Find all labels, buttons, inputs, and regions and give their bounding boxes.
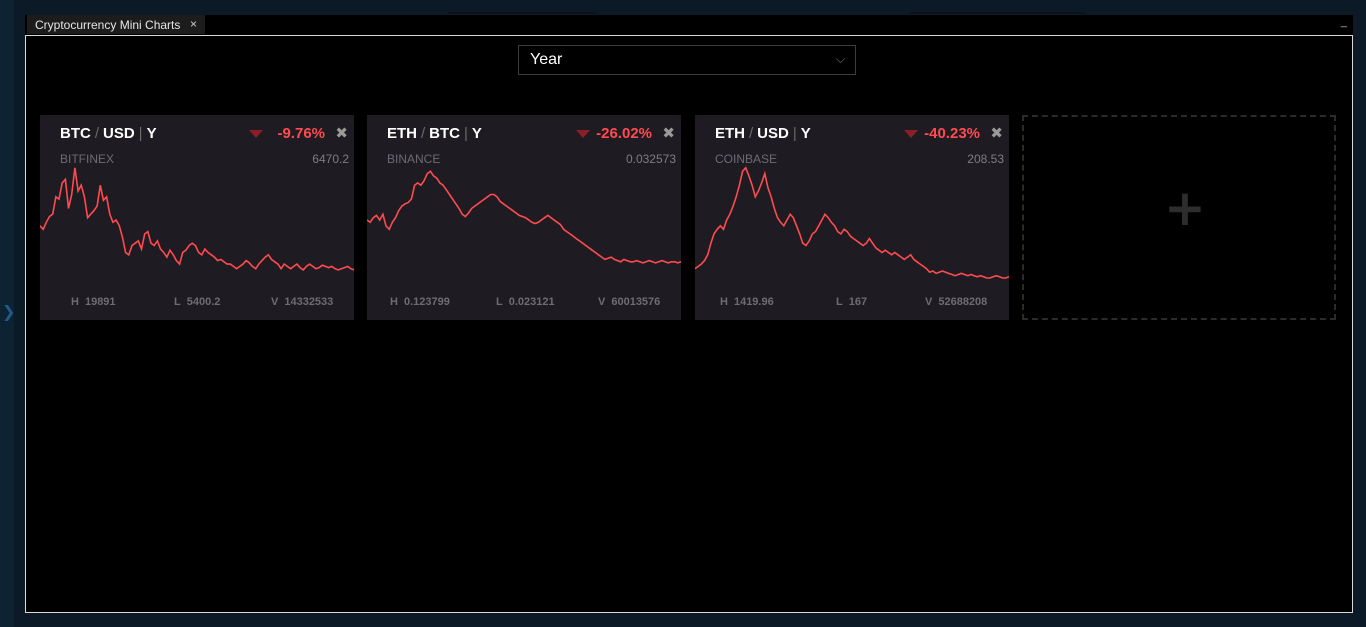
sparkline-path (40, 167, 354, 271)
minimize-icon[interactable]: _ (1340, 16, 1347, 28)
widget-tabbar: Cryptocurrency Mini Charts × _ (25, 15, 1353, 34)
mini-charts-widget: Cryptocurrency Mini Charts × _ Year ⌵ BT… (25, 15, 1353, 613)
sparkline (367, 170, 681, 264)
period-label: Y (471, 125, 482, 142)
down-arrow-icon (576, 130, 590, 138)
base-symbol: ETH (387, 125, 417, 142)
stat-low: L 5400.2 (174, 296, 221, 308)
period-separator: | (138, 125, 143, 142)
pair-separator: / (94, 125, 99, 142)
close-icon[interactable]: ✖ (335, 124, 348, 142)
pair-label: BTC / USD | Y (60, 125, 157, 142)
close-tab-icon[interactable]: × (189, 17, 197, 31)
last-price: 208.53 (967, 152, 1004, 166)
pair-separator: / (421, 125, 426, 142)
stat-high: H 1419.96 (720, 296, 774, 308)
mini-chart-card[interactable]: BTC / USD | Y -9.76% ✖ BITFINEX 6470.2 H 1989… (40, 115, 354, 320)
period-select-value: Year (530, 51, 563, 68)
pair-label: ETH / BTC | Y (387, 125, 482, 142)
quote-symbol: USD (757, 125, 789, 142)
sparkline-path (367, 170, 681, 264)
ghost-tab (910, 12, 1086, 14)
stat-volume: V 14332533 (271, 296, 334, 308)
change-percent: -26.02% (596, 125, 652, 142)
close-icon[interactable]: ✖ (990, 124, 1003, 142)
base-symbol: ETH (715, 125, 745, 142)
top-strip (14, 0, 1366, 14)
ghost-tab (448, 12, 596, 14)
stat-volume: V 52688208 (925, 296, 988, 308)
exchange-name: BITFINEX (60, 152, 115, 166)
exchange-name: COINBASE (715, 152, 778, 166)
sparkline (40, 167, 354, 271)
pair-label: ETH / USD | Y (715, 125, 811, 142)
change-percent: -9.76% (277, 125, 325, 142)
left-sidebar-edge: ❯ (0, 0, 16, 627)
period-label: Y (800, 125, 811, 142)
add-chart-button[interactable]: + (1022, 115, 1336, 320)
period-label: Y (146, 125, 157, 142)
period-separator: | (792, 125, 797, 142)
widget-content: Year ⌵ BTC / USD | Y -9.76% ✖ BITFINEX 6470.… (25, 35, 1353, 613)
stat-volume: V 60013576 (598, 296, 661, 308)
sparkline-path (695, 166, 1009, 279)
period-select[interactable]: Year ⌵ (518, 45, 856, 75)
last-price: 0.032573 (625, 152, 676, 166)
period-separator: | (464, 125, 468, 142)
quote-symbol: USD (103, 125, 135, 142)
base-symbol: BTC (60, 125, 91, 142)
down-arrow-icon (904, 130, 918, 138)
quote-symbol: BTC (429, 125, 460, 142)
change-percent: -40.23% (924, 125, 980, 142)
exchange-name: BINANCE (387, 152, 441, 166)
expand-sidebar-icon[interactable]: ❯ (2, 302, 16, 321)
tab-cryptocurrency-mini-charts[interactable]: Cryptocurrency Mini Charts × (27, 15, 205, 34)
plus-icon: + (1164, 179, 1206, 237)
down-arrow-icon (249, 130, 263, 138)
stat-high: H 0.123799 (390, 296, 450, 308)
chevron-down-icon: ⌵ (835, 52, 845, 66)
last-price: 6470.2 (312, 152, 349, 166)
close-icon[interactable]: ✖ (662, 124, 675, 142)
stat-low: L 0.023121 (496, 296, 555, 308)
mini-chart-card[interactable]: ETH / BTC | Y -26.02% ✖ BINANCE 0.032573 H 0.… (367, 115, 681, 320)
sparkline (695, 166, 1009, 279)
mini-chart-card[interactable]: ETH / USD | Y -40.23% ✖ COINBASE 208.53 H 141… (695, 115, 1009, 320)
stat-low: L 167 (836, 296, 868, 308)
tab-title: Cryptocurrency Mini Charts (35, 17, 181, 32)
stat-high: H 19891 (71, 296, 116, 308)
pair-separator: / (749, 125, 754, 142)
